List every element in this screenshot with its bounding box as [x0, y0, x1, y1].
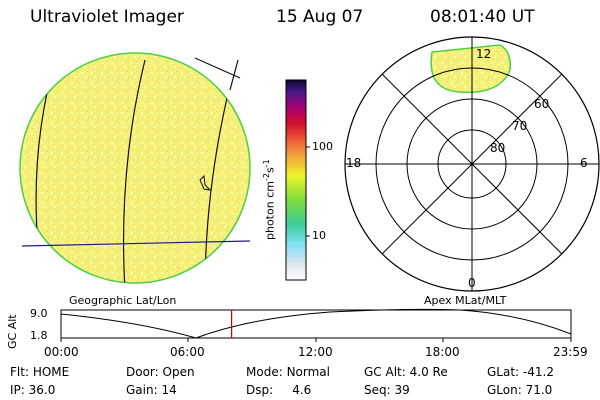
mlat-label-70: 70	[512, 119, 528, 133]
coastline-shape	[199, 174, 212, 191]
status-glon: GLon: 71.0	[487, 383, 553, 397]
colorbar	[285, 79, 310, 281]
status-flt: Flt: HOME	[10, 365, 70, 379]
latitude-line	[21, 240, 251, 247]
grid-line	[229, 59, 239, 91]
orbit-ylabel: GC Alt	[6, 314, 19, 349]
altitude-curve	[60, 308, 572, 339]
date-readout: 15 Aug 07	[276, 7, 364, 27]
mlt-label-0: 0	[468, 276, 476, 290]
colorbar-unit-label: photon cm-2s-1	[262, 159, 277, 240]
orbit-xtick: 06:00	[170, 345, 205, 359]
mlat-label-60: 60	[534, 97, 550, 111]
status-glat: GLat: -41.2	[487, 365, 554, 379]
orbit-xtick: 18:00	[425, 345, 460, 359]
orbit-ytick-high: 9.0	[30, 307, 48, 320]
orbit-xtick: 00:00	[44, 345, 79, 359]
time-readout: 08:01:40 UT	[430, 7, 535, 27]
status-door: Door: Open	[126, 365, 195, 379]
colorbar-tick-10: 10	[312, 229, 326, 242]
orbit-xtick: 12:00	[298, 345, 333, 359]
left-panel-caption: Geographic Lat/Lon	[69, 294, 177, 307]
mlat-label-80: 80	[490, 141, 506, 155]
orbit-ytick-low: 1.8	[30, 329, 48, 342]
status-seq: Seq: 39	[364, 383, 410, 397]
status-dsp: Dsp: 4.6	[246, 383, 312, 397]
orbit-xtick: 23:59	[553, 345, 588, 359]
geographic-disk[interactable]	[19, 52, 251, 290]
mlt-label-12: 12	[476, 47, 492, 61]
colorbar-tick-100: 100	[312, 140, 333, 153]
meridian-line	[122, 59, 146, 283]
app-title: Ultraviolet Imager	[30, 7, 184, 27]
status-mode: Mode: Normal	[246, 365, 330, 379]
polar-plot[interactable]	[344, 36, 600, 292]
status-gc-alt: GC Alt: 4.0 Re	[364, 365, 448, 379]
status-gain: Gain: 14	[126, 383, 177, 397]
status-ip: IP: 36.0	[10, 383, 56, 397]
mlt-label-18: 18	[346, 156, 362, 170]
auroral-region	[430, 44, 512, 94]
orbit-plot[interactable]	[60, 308, 572, 342]
mlt-label-6: 6	[580, 156, 588, 170]
right-panel-caption: Apex MLat/MLT	[424, 294, 507, 307]
grid-line	[194, 57, 241, 79]
